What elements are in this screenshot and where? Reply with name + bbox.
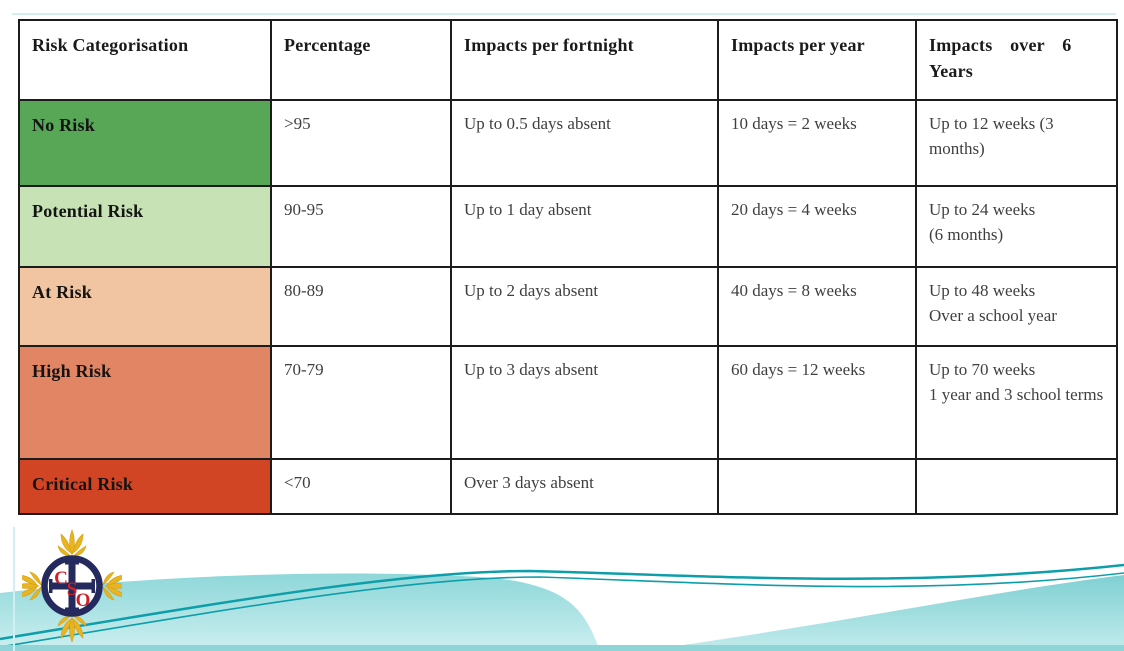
header-cell-impacts-per-fortnight: Impacts per fortnight	[450, 19, 719, 101]
percentage-cell: 80-89	[270, 266, 452, 347]
year-cell: 60 days = 12 weeks	[717, 345, 917, 460]
wave-fill-left	[0, 573, 600, 651]
risk-label-cell: At Risk	[18, 266, 272, 347]
six-years-cell: Up to 24 weeks (6 months)	[915, 185, 1118, 268]
footer-wave-graphic	[0, 563, 1124, 651]
percentage-cell: <70	[270, 458, 452, 515]
cso-logo: C S O	[22, 529, 122, 643]
wave-accent-line	[0, 563, 1124, 641]
table-row: High Risk 70-79 Up to 3 days absent 60 d…	[18, 345, 1118, 460]
top-divider-line	[12, 13, 1116, 15]
six-years-cell	[915, 458, 1118, 515]
fortnight-cell: Over 3 days absent	[450, 458, 719, 515]
logo-letters: C S O	[54, 568, 90, 611]
six-years-cell: Up to 48 weeks Over a school year	[915, 266, 1118, 347]
wave-bottom-strip	[0, 645, 1124, 651]
risk-label-cell: High Risk	[18, 345, 272, 460]
table-row: No Risk >95 Up to 0.5 days absent 10 day…	[18, 99, 1118, 187]
left-divider-line	[13, 527, 15, 651]
year-cell	[717, 458, 917, 515]
table-header-row: Risk Categorisation Percentage Impacts p…	[18, 19, 1118, 101]
fortnight-cell: Up to 1 day absent	[450, 185, 719, 268]
year-cell: 20 days = 4 weeks	[717, 185, 917, 268]
percentage-cell: >95	[270, 99, 452, 187]
logo-letter-s: S	[67, 579, 78, 600]
header-cell-risk-categorisation: Risk Categorisation	[18, 19, 272, 101]
fortnight-cell: Up to 0.5 days absent	[450, 99, 719, 187]
logo-letter-o: O	[76, 590, 91, 611]
table-row: Potential Risk 90-95 Up to 1 day absent …	[18, 185, 1118, 268]
six-years-cell: Up to 70 weeks 1 year and 3 school terms	[915, 345, 1118, 460]
cross-icon	[49, 561, 95, 611]
wave-accent-line	[0, 572, 1124, 648]
header-cell-impacts-per-year: Impacts per year	[717, 19, 917, 101]
percentage-cell: 70-79	[270, 345, 452, 460]
wave-fill-right	[640, 575, 1124, 651]
six-years-cell: Up to 12 weeks (3 months)	[915, 99, 1118, 187]
table-row: Critical Risk <70 Over 3 days absent	[18, 458, 1118, 515]
risk-categorisation-table: Risk Categorisation Percentage Impacts p…	[18, 19, 1118, 515]
risk-label-cell: Critical Risk	[18, 458, 272, 515]
fortnight-cell: Up to 3 days absent	[450, 345, 719, 460]
percentage-cell: 90-95	[270, 185, 452, 268]
year-cell: 40 days = 8 weeks	[717, 266, 917, 347]
header-cell-impacts-over-6-years: Impacts over 6 Years	[915, 19, 1118, 101]
table-row: At Risk 80-89 Up to 2 days absent 40 day…	[18, 266, 1118, 347]
year-cell: 10 days = 2 weeks	[717, 99, 917, 187]
fortnight-cell: Up to 2 days absent	[450, 266, 719, 347]
risk-label-cell: No Risk	[18, 99, 272, 187]
header-cell-percentage: Percentage	[270, 19, 452, 101]
risk-label-cell: Potential Risk	[18, 185, 272, 268]
logo-letter-c: C	[54, 568, 68, 589]
